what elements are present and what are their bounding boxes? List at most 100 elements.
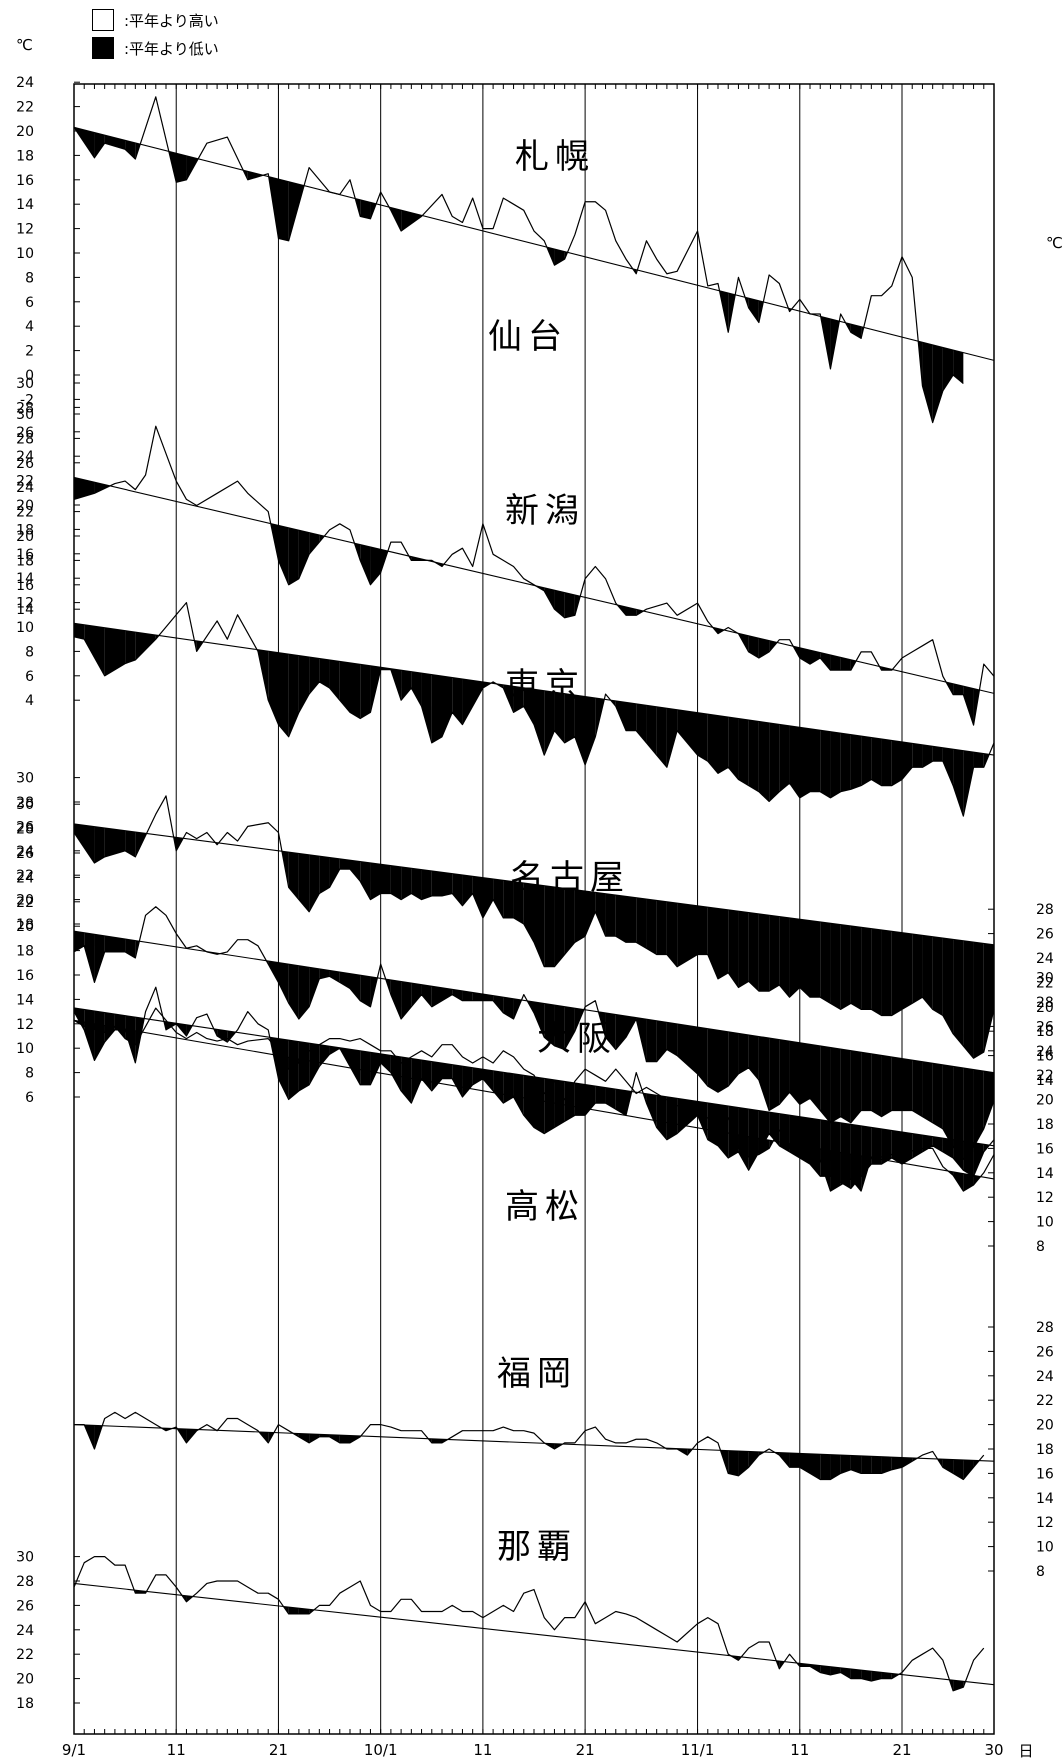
- below-normal-area: [534, 1001, 545, 1038]
- below-normal-area: [963, 686, 974, 726]
- below-normal-area: [278, 179, 289, 241]
- y-tick-label: 30: [16, 771, 34, 787]
- below-normal-area: [442, 987, 453, 1001]
- y-tick-label: 20: [1036, 1000, 1054, 1016]
- below-normal-area: [850, 1050, 862, 1123]
- below-normal-area: [953, 1066, 964, 1160]
- below-normal-area: [840, 1455, 851, 1474]
- below-normal-area: [452, 677, 463, 725]
- y-tick-label: 22: [16, 895, 34, 911]
- y-tick-label: 12: [1036, 1515, 1054, 1531]
- below-normal-area: [554, 692, 565, 743]
- below-normal-area: [779, 1039, 790, 1105]
- below-normal-area: [350, 973, 361, 1001]
- below-normal-area: [810, 920, 821, 998]
- below-normal-area: [288, 852, 299, 900]
- y-tick-label: 28: [1036, 995, 1054, 1011]
- below-normal-area: [789, 1453, 800, 1468]
- below-normal-area: [74, 823, 95, 863]
- below-normal-area: [830, 1047, 841, 1123]
- plot-frame: [73, 83, 995, 1735]
- below-normal-area: [125, 830, 136, 857]
- below-normal-area: [370, 1052, 381, 1085]
- series-大阪: [73, 906, 995, 1160]
- x-tick-label: 21: [892, 1741, 911, 1759]
- y-tick-label: 6: [25, 295, 34, 311]
- below-normal-area: [544, 1003, 555, 1046]
- below-normal-area: [493, 1070, 504, 1104]
- below-normal-area: [319, 856, 330, 894]
- x-tick-label: 9/1: [62, 1741, 86, 1759]
- below-normal-area: [462, 874, 473, 906]
- below-normal-area: [411, 671, 422, 707]
- below-normal-area: [820, 1045, 831, 1123]
- y-tick-label: 20: [16, 893, 34, 909]
- below-normal-area: [973, 1142, 984, 1177]
- actual-line: [73, 425, 995, 726]
- below-normal-area: [646, 705, 657, 756]
- below-normal-area: [646, 1093, 657, 1128]
- below-normal-area: [401, 210, 422, 232]
- below-normal-area: [983, 1071, 994, 1129]
- y-tick-label: 20: [1036, 1093, 1054, 1109]
- series-新潟: [73, 601, 995, 817]
- below-normal-area: [288, 1057, 299, 1070]
- below-normal-area: [636, 897, 647, 949]
- y-tick-label: 8: [1036, 1564, 1045, 1580]
- actual-line: [74, 1411, 985, 1481]
- below-normal-area: [442, 676, 453, 737]
- below-normal-area: [534, 884, 545, 967]
- y-tick-label: 20: [1036, 1418, 1054, 1434]
- below-normal-area: [830, 1454, 841, 1480]
- below-normal-area: [298, 1433, 310, 1443]
- normal-line: [73, 1007, 995, 1147]
- y-tick-label: 28: [1036, 902, 1054, 918]
- below-normal-area: [339, 661, 350, 713]
- below-normal-area: [370, 862, 381, 900]
- below-normal-area: [677, 709, 698, 756]
- y-tick-label: 26: [1036, 927, 1054, 943]
- legend-black-swatch: [92, 37, 114, 59]
- below-normal-area: [104, 627, 126, 676]
- below-normal-area: [656, 706, 667, 768]
- y-tick-label: 18: [16, 944, 34, 960]
- below-normal-area: [789, 917, 800, 998]
- below-normal-area: [902, 1457, 913, 1468]
- below-normal-area: [421, 673, 432, 743]
- below-normal-area: [94, 132, 105, 158]
- series-那覇: [73, 1411, 995, 1481]
- y-tick-label: 30: [16, 797, 34, 813]
- below-normal-area: [718, 908, 729, 979]
- below-normal-area: [298, 530, 310, 579]
- below-normal-area: [360, 199, 371, 219]
- y-tick-label: 16: [1036, 1049, 1054, 1065]
- below-normal-area: [462, 678, 483, 725]
- below-normal-area: [585, 891, 596, 937]
- below-normal-area: [881, 929, 892, 1016]
- actual-line: [73, 96, 964, 424]
- y-tick-label: 22: [1036, 975, 1054, 991]
- below-normal-area: [963, 750, 974, 817]
- below-normal-area: [881, 1456, 892, 1474]
- legend-white-swatch: [92, 9, 114, 31]
- y-tick-label: 16: [16, 578, 34, 594]
- below-normal-area: [973, 1069, 984, 1148]
- y-tick-label: 28: [16, 795, 34, 811]
- below-normal-area: [902, 932, 913, 1010]
- y-tick-label: 26: [16, 1598, 34, 1614]
- below-normal-area: [718, 1104, 729, 1158]
- below-normal-area: [534, 689, 545, 756]
- y-tick-label: 22: [16, 100, 34, 116]
- below-normal-area: [390, 1055, 402, 1091]
- below-normal-area: [758, 721, 770, 802]
- below-normal-area: [605, 1012, 616, 1050]
- below-normal-area: [769, 915, 780, 992]
- y-tick-label: 10: [1036, 1540, 1054, 1556]
- y-tick-label: 6: [25, 669, 34, 685]
- below-normal-area: [350, 1049, 361, 1085]
- y-tick-label: 22: [1036, 1068, 1054, 1084]
- below-normal-area: [881, 1055, 892, 1117]
- below-normal-area: [707, 907, 718, 979]
- below-normal-area: [125, 1029, 136, 1045]
